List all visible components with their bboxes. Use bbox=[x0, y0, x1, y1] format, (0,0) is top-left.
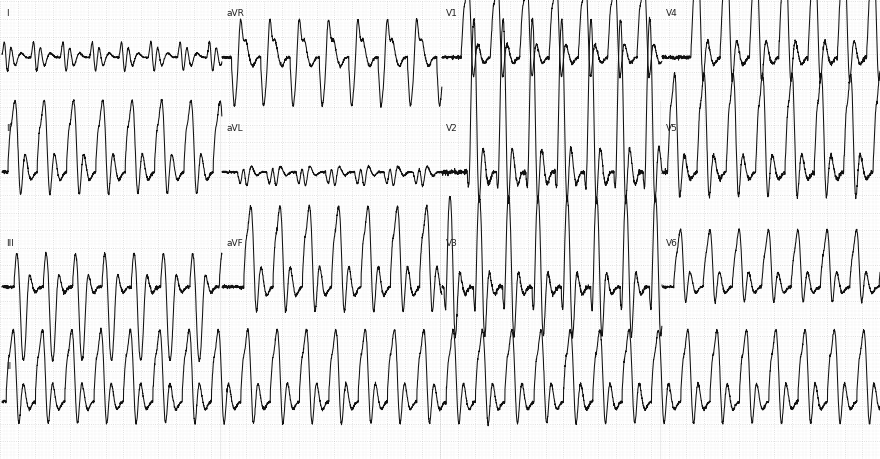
Text: V1: V1 bbox=[446, 9, 458, 18]
Text: aVL: aVL bbox=[226, 124, 243, 133]
Text: V2: V2 bbox=[446, 124, 458, 133]
Text: V4: V4 bbox=[666, 9, 678, 18]
Text: V5: V5 bbox=[666, 124, 678, 133]
Text: aVR: aVR bbox=[226, 9, 245, 18]
Text: II: II bbox=[6, 124, 11, 133]
Text: II: II bbox=[6, 363, 11, 371]
Text: V3: V3 bbox=[446, 239, 458, 247]
Text: aVF: aVF bbox=[226, 239, 243, 247]
Text: V6: V6 bbox=[666, 239, 678, 247]
Text: I: I bbox=[6, 9, 9, 18]
Text: III: III bbox=[6, 239, 14, 247]
